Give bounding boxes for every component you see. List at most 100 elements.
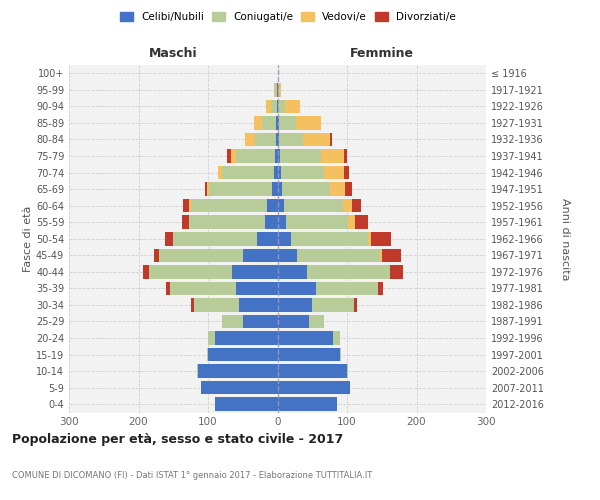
Bar: [271, 100, 277, 113]
Bar: [208, 332, 215, 345]
Text: Popolazione per età, sesso e stato civile - 2017: Popolazione per età, sesso e stato civil…: [12, 432, 343, 446]
Bar: [243, 248, 277, 262]
Bar: [265, 216, 277, 229]
Bar: [303, 132, 329, 146]
Bar: [236, 149, 275, 163]
Y-axis label: Fasce di età: Fasce di età: [23, 206, 33, 272]
Bar: [279, 132, 303, 146]
Bar: [344, 149, 347, 163]
Bar: [277, 364, 347, 378]
Bar: [222, 314, 243, 328]
Legend: Celibi/Nubili, Coniugati/e, Vedovi/e, Divorziati/e: Celibi/Nubili, Coniugati/e, Vedovi/e, Di…: [116, 8, 460, 26]
Bar: [278, 83, 281, 96]
Bar: [201, 381, 277, 394]
Bar: [277, 116, 279, 130]
Bar: [380, 248, 382, 262]
Bar: [274, 166, 277, 179]
Bar: [371, 232, 391, 245]
Bar: [227, 149, 231, 163]
Bar: [183, 199, 188, 212]
Bar: [245, 132, 255, 146]
Bar: [277, 381, 350, 394]
Bar: [218, 166, 222, 179]
Bar: [143, 265, 149, 278]
Text: Maschi: Maschi: [149, 47, 197, 60]
Bar: [307, 265, 390, 278]
Bar: [277, 298, 312, 312]
Bar: [215, 398, 277, 411]
Bar: [277, 232, 292, 245]
Bar: [355, 216, 368, 229]
Bar: [170, 282, 236, 295]
Bar: [232, 265, 277, 278]
Bar: [277, 83, 278, 96]
Bar: [281, 166, 324, 179]
Bar: [284, 199, 343, 212]
Bar: [275, 149, 277, 163]
Bar: [349, 216, 355, 229]
Bar: [209, 182, 272, 196]
Bar: [255, 132, 276, 146]
Bar: [154, 248, 160, 262]
Bar: [324, 166, 344, 179]
Bar: [277, 282, 316, 295]
Bar: [283, 182, 329, 196]
Bar: [280, 149, 321, 163]
Bar: [297, 248, 380, 262]
Bar: [277, 348, 340, 362]
Bar: [309, 314, 324, 328]
Bar: [276, 116, 277, 130]
Bar: [262, 116, 276, 130]
Bar: [257, 232, 277, 245]
Bar: [206, 348, 208, 362]
Bar: [279, 116, 296, 130]
Bar: [277, 265, 307, 278]
Bar: [231, 149, 236, 163]
Y-axis label: Anni di nascita: Anni di nascita: [560, 198, 571, 280]
Bar: [278, 100, 285, 113]
Bar: [344, 166, 349, 179]
Bar: [329, 182, 345, 196]
Bar: [286, 216, 349, 229]
Bar: [316, 282, 378, 295]
Bar: [272, 182, 277, 196]
Bar: [182, 216, 188, 229]
Bar: [239, 298, 277, 312]
Bar: [285, 100, 301, 113]
Bar: [277, 166, 281, 179]
Text: COMUNE DI DICOMANO (FI) - Dati ISTAT 1° gennaio 2017 - Elaborazione TUTTITALIA.I: COMUNE DI DICOMANO (FI) - Dati ISTAT 1° …: [12, 470, 372, 480]
Bar: [166, 282, 170, 295]
Bar: [277, 149, 280, 163]
Bar: [208, 182, 209, 196]
Bar: [277, 199, 284, 212]
Bar: [333, 332, 340, 345]
Bar: [277, 248, 297, 262]
Bar: [188, 216, 265, 229]
Bar: [277, 314, 309, 328]
Bar: [197, 364, 277, 378]
Bar: [277, 66, 278, 80]
Bar: [296, 116, 320, 130]
Bar: [191, 199, 267, 212]
Bar: [378, 282, 383, 295]
Bar: [352, 199, 361, 212]
Bar: [275, 83, 277, 96]
Text: Femmine: Femmine: [350, 47, 414, 60]
Bar: [277, 398, 337, 411]
Bar: [343, 199, 352, 212]
Bar: [149, 265, 232, 278]
Bar: [321, 149, 344, 163]
Bar: [345, 182, 352, 196]
Bar: [312, 298, 354, 312]
Bar: [340, 348, 341, 362]
Bar: [236, 282, 277, 295]
Bar: [277, 182, 283, 196]
Bar: [267, 199, 277, 212]
Bar: [382, 248, 401, 262]
Bar: [160, 248, 243, 262]
Bar: [368, 232, 371, 245]
Bar: [188, 199, 191, 212]
Bar: [191, 298, 194, 312]
Bar: [277, 332, 333, 345]
Bar: [292, 232, 368, 245]
